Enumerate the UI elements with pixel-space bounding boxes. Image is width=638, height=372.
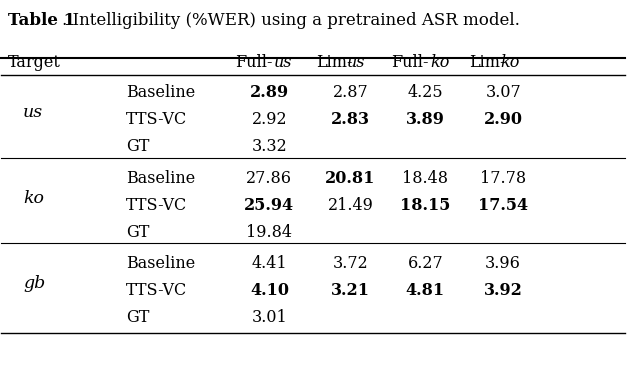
Text: ko: ko xyxy=(500,54,519,71)
Text: 2.92: 2.92 xyxy=(251,112,287,128)
Text: 3.07: 3.07 xyxy=(486,84,521,102)
Text: Lim-: Lim- xyxy=(469,54,505,71)
Text: Full-: Full- xyxy=(391,54,429,71)
Text: us: us xyxy=(347,54,366,71)
Text: Baseline: Baseline xyxy=(126,255,195,272)
Text: GT: GT xyxy=(126,224,149,241)
Text: 4.81: 4.81 xyxy=(406,282,445,299)
Text: Target: Target xyxy=(8,54,61,71)
Text: 2.83: 2.83 xyxy=(331,112,370,128)
Text: 3.72: 3.72 xyxy=(332,255,368,272)
Text: 4.25: 4.25 xyxy=(408,84,443,102)
Text: 20.81: 20.81 xyxy=(325,170,376,187)
Text: TTS-VC: TTS-VC xyxy=(126,197,188,214)
Text: 2.87: 2.87 xyxy=(332,84,368,102)
Text: 3.21: 3.21 xyxy=(331,282,370,299)
Text: 6.27: 6.27 xyxy=(408,255,443,272)
Text: ko: ko xyxy=(430,54,449,71)
Text: us: us xyxy=(23,104,43,121)
Text: us: us xyxy=(274,54,293,71)
Text: gb: gb xyxy=(23,275,45,292)
Text: 27.86: 27.86 xyxy=(246,170,292,187)
Text: 3.89: 3.89 xyxy=(406,112,445,128)
Text: 17.54: 17.54 xyxy=(478,197,528,214)
Text: Baseline: Baseline xyxy=(126,84,195,102)
Text: 4.10: 4.10 xyxy=(250,282,289,299)
Text: GT: GT xyxy=(126,309,149,326)
Text: 18.15: 18.15 xyxy=(400,197,450,214)
Text: Baseline: Baseline xyxy=(126,170,195,187)
Text: 2.90: 2.90 xyxy=(484,112,523,128)
Text: 25.94: 25.94 xyxy=(244,197,295,214)
Text: Full-: Full- xyxy=(235,54,272,71)
Text: Lim-: Lim- xyxy=(316,54,353,71)
Text: TTS-VC: TTS-VC xyxy=(126,282,188,299)
Text: 2.89: 2.89 xyxy=(250,84,289,102)
Text: 19.84: 19.84 xyxy=(246,224,292,241)
Text: 17.78: 17.78 xyxy=(480,170,526,187)
Text: 4.41: 4.41 xyxy=(251,255,287,272)
Text: 21.49: 21.49 xyxy=(327,197,373,214)
Text: 3.32: 3.32 xyxy=(251,138,287,155)
Text: ko: ko xyxy=(23,190,44,206)
Text: TTS-VC: TTS-VC xyxy=(126,112,188,128)
Text: . Intelligibility (%WER) using a pretrained ASR model.: . Intelligibility (%WER) using a pretrai… xyxy=(63,13,521,29)
Text: 3.01: 3.01 xyxy=(251,309,287,326)
Text: 18.48: 18.48 xyxy=(403,170,449,187)
Text: GT: GT xyxy=(126,138,149,155)
Text: Table 1: Table 1 xyxy=(8,13,75,29)
Text: 3.96: 3.96 xyxy=(486,255,521,272)
Text: 3.92: 3.92 xyxy=(484,282,523,299)
